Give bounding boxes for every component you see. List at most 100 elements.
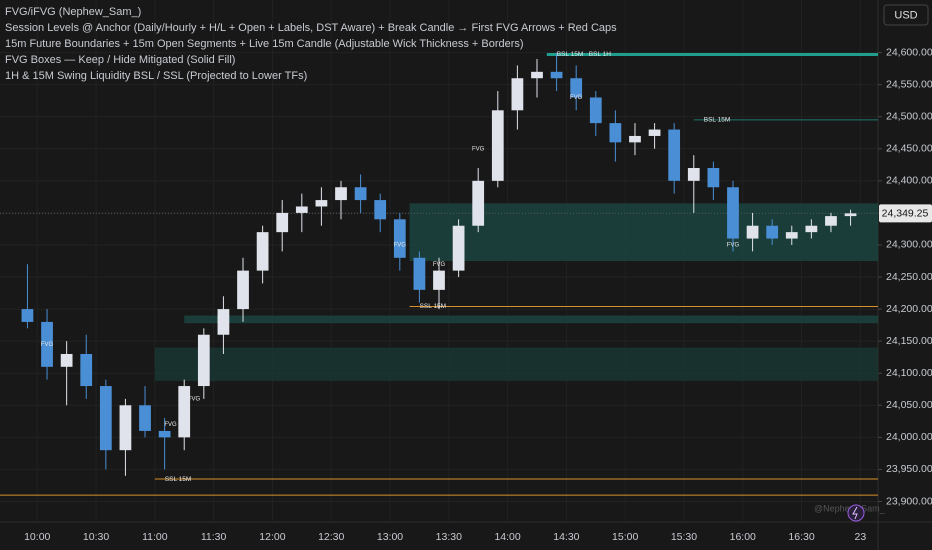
candle-body [354, 187, 367, 201]
candle-body [531, 71, 543, 79]
x-tick-label: 12:00 [259, 531, 285, 543]
x-tick-label: 12:30 [318, 531, 344, 543]
candle-body [570, 78, 583, 98]
currency: USD [894, 9, 917, 21]
logo-bolt [852, 506, 858, 520]
y-tick-label: 24,550.00 [886, 78, 932, 90]
y-tick-label: 24,300.00 [886, 239, 932, 251]
y-tick-label: 24,250.00 [886, 271, 932, 283]
labels: BSL 15M BSL 1H BSL 15M SSL 15M SSL 15M FVG FVG… [41, 51, 740, 483]
legend-line: 1H & 15M Swing Liquidity BSL / SSL (Proj… [5, 70, 307, 82]
fvg-label: FVG [727, 243, 740, 249]
candle-body [139, 405, 151, 431]
candle-body [60, 353, 73, 367]
y-tick-label: 23,950.00 [886, 463, 932, 475]
fvg-label: FVG [570, 95, 583, 101]
candle-body [295, 206, 308, 213]
zones [154, 203, 879, 381]
candle-body [472, 180, 485, 226]
x-tick-label: 14:30 [553, 531, 579, 543]
x-tick-label: 13:30 [436, 531, 462, 543]
y-tick-label: 23,900.00 [886, 495, 932, 507]
y-tick-label: 24,150.00 [886, 335, 932, 347]
y-tick-label: 24,050.00 [886, 399, 932, 411]
fvg-zone [184, 315, 879, 324]
candle-body [433, 270, 445, 290]
level-label: BSL 15M [557, 51, 584, 58]
x-tick-label: 10:00 [24, 531, 50, 543]
fvg-label: FVG [41, 342, 54, 348]
candle-body [844, 213, 857, 217]
x-tick-label: 10:30 [83, 531, 109, 543]
x-tick-label: 13:00 [377, 531, 403, 543]
candle-body [335, 187, 347, 201]
fvg-label: FVG [433, 262, 446, 268]
legend-line: FVG Boxes — Keep / Hide Mitigated (Solid… [5, 54, 235, 66]
candle-body [805, 225, 818, 233]
fvg-label: FVG [164, 422, 177, 428]
candle-body [237, 270, 249, 310]
x-tick-label: 14:00 [494, 531, 520, 543]
candle-body [99, 386, 112, 451]
y-tick-label: 24,000.00 [886, 431, 932, 443]
logo [847, 504, 865, 522]
candle-body [687, 168, 700, 181]
y-tick-label: 24,500.00 [886, 110, 932, 122]
x-tick-label: 16:00 [730, 531, 756, 543]
currency-box[interactable] [883, 4, 929, 26]
candle-body [80, 353, 93, 387]
legend-line: Session Levels @ Anchor (Daily/Hourly + … [5, 22, 617, 34]
candle-body [629, 135, 641, 143]
grid [878, 52, 882, 502]
candle-body [785, 232, 798, 239]
candle-body [374, 200, 387, 220]
candle-body [511, 78, 524, 111]
levels [0, 53, 878, 496]
candle-body [41, 321, 53, 367]
level-label: BSL 15M [704, 117, 731, 124]
candle-body [315, 200, 328, 207]
level-label: BSL 1H [589, 51, 611, 58]
candle-body [825, 216, 837, 226]
candle-body [648, 129, 661, 136]
candle-body [217, 309, 230, 335]
candle-body [276, 212, 289, 233]
candle-body [178, 386, 191, 438]
level-label: SSL 15M [165, 476, 192, 483]
fvg-zone [409, 203, 878, 261]
candle-body [197, 334, 210, 387]
candle-body [727, 187, 739, 239]
candle-body [393, 219, 406, 258]
y-tick-label: 24,200.00 [886, 303, 932, 315]
x-tick-label: 15:00 [612, 531, 638, 543]
legend: FVG/iFVG (Nephew_Sam_) Session Levels @ A… [5, 6, 617, 82]
fvg-label: FVG [472, 146, 485, 152]
candles [21, 52, 857, 476]
last-price-label: 24,349.25 [882, 208, 929, 220]
fvg-zone [154, 347, 878, 381]
candle-body [21, 309, 34, 322]
y-tick-label: 24,100.00 [886, 367, 932, 379]
candle-body [452, 225, 465, 271]
candle-body [668, 129, 681, 181]
legend-line: 15m Future Boundaries + 15m Open Segment… [5, 38, 524, 50]
candle-body [746, 225, 759, 239]
candle-body [589, 97, 602, 124]
y-tick-label: 24,450.00 [886, 143, 932, 155]
candle-body [413, 257, 426, 290]
candle-body [256, 232, 269, 271]
candle-body [550, 71, 563, 79]
fvg-label: FVG [394, 243, 407, 249]
candle-body [766, 225, 779, 239]
y-tick-label: 24,400.00 [886, 175, 932, 187]
x-tick-label: 11:00 [142, 531, 168, 543]
level-label: SSL 15M [420, 303, 447, 310]
legend-line: FVG/iFVG (Nephew_Sam_) [5, 6, 141, 18]
candle-body [609, 123, 622, 143]
x-tick-label: 15:30 [671, 531, 697, 543]
x-tick-label: 16:30 [788, 531, 814, 543]
x-tick-label: 23 [855, 531, 867, 543]
